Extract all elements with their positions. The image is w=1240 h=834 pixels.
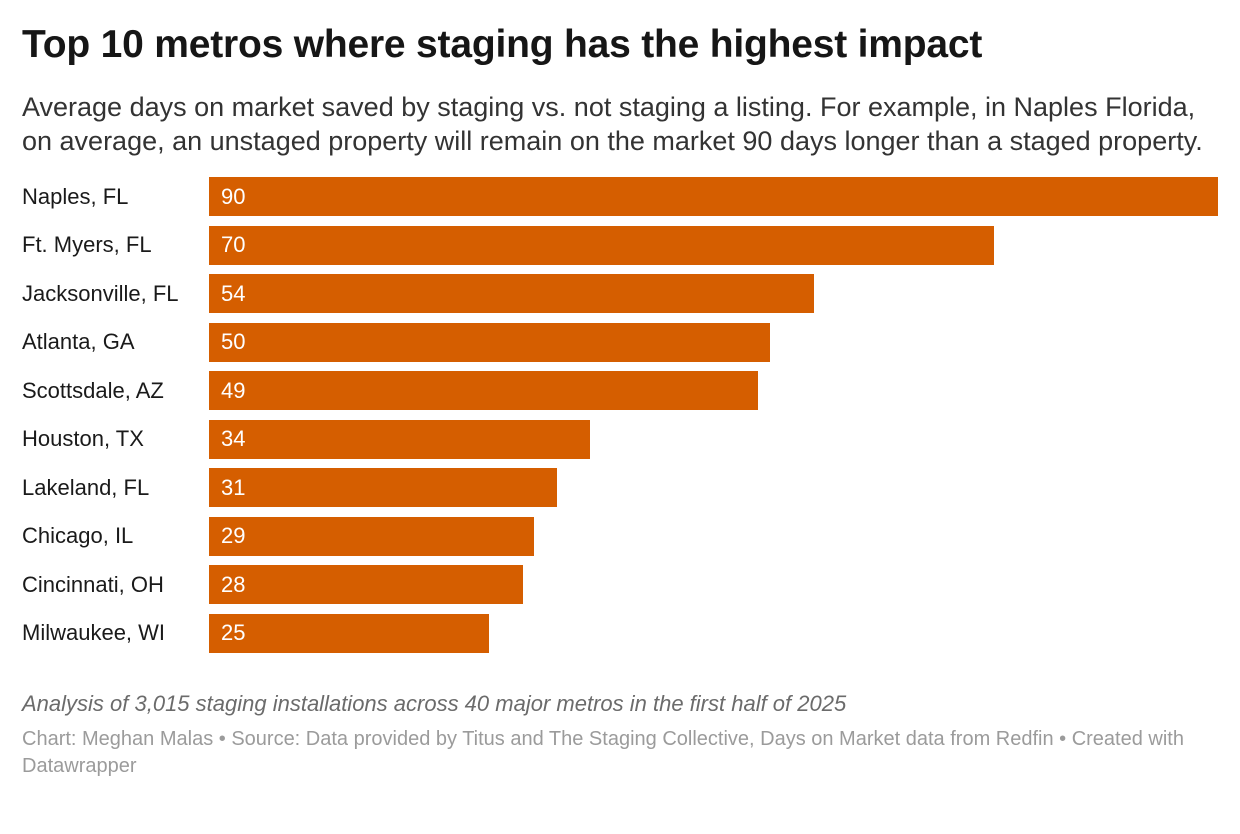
bar-track: 70 — [209, 225, 1218, 265]
bar-value-label: 25 — [221, 620, 246, 645]
bar[interactable]: 28 — [209, 565, 523, 604]
bar-track: 50 — [209, 322, 1218, 362]
bar-row: Jacksonville, FL 54 — [22, 274, 1218, 313]
bar[interactable]: 50 — [209, 322, 770, 362]
bar-value-label: 49 — [221, 377, 246, 403]
bar-value-label: 34 — [221, 426, 246, 451]
bar-row: Chicago, IL 29 — [22, 516, 1218, 556]
bar-row: Naples, FL 90 — [22, 177, 1218, 216]
bar[interactable]: 31 — [209, 468, 557, 507]
bar-value-label: 70 — [221, 232, 246, 257]
bar[interactable]: 25 — [209, 613, 490, 653]
bar[interactable]: 34 — [209, 419, 591, 459]
bar-value-label: 31 — [221, 474, 246, 500]
category-label: Ft. Myers, FL — [22, 232, 152, 257]
category-label: Scottsdale, AZ — [22, 377, 164, 403]
bar[interactable]: 70 — [209, 225, 994, 265]
bar-track: 29 — [209, 516, 1218, 556]
bar-row: Scottsdale, AZ 49 — [22, 371, 1218, 410]
category-label: Houston, TX — [22, 426, 144, 451]
category-label: Lakeland, FL — [22, 474, 150, 500]
bar-track: 54 — [209, 274, 1218, 313]
bar-value-label: 90 — [221, 183, 246, 209]
bar[interactable]: 29 — [209, 516, 535, 556]
bar-value-label: 28 — [221, 571, 246, 597]
bar-value-label: 54 — [221, 280, 246, 306]
page-title: Top 10 metros where staging has the high… — [22, 23, 983, 66]
bar[interactable]: 90 — [209, 177, 1218, 216]
bar-track: 25 — [209, 613, 1218, 653]
bar-row: Milwaukee, WI 25 — [22, 613, 1218, 653]
chart-subtitle: Average days on market saved by staging … — [22, 92, 1203, 156]
bar-chart: Naples, FL 90 Ft. Myers, FL 70 Jacksonville,… — [22, 177, 1218, 653]
category-label: Naples, FL — [22, 183, 129, 209]
category-label: Jacksonville, FL — [22, 280, 179, 306]
bar-value-label: 29 — [221, 523, 246, 548]
bar-row: Lakeland, FL 31 — [22, 468, 1218, 507]
bar-track: 31 — [209, 468, 1218, 507]
bar-track: 49 — [209, 371, 1218, 410]
bar-track: 34 — [209, 419, 1218, 459]
bar-row: Ft. Myers, FL 70 — [22, 225, 1218, 265]
category-label: Atlanta, GA — [22, 329, 135, 354]
category-label: Cincinnati, OH — [22, 571, 164, 597]
chart-note: Analysis of 3,015 staging installations … — [22, 690, 847, 716]
bar-row: Houston, TX 34 — [22, 419, 1218, 459]
category-label: Chicago, IL — [22, 523, 134, 548]
bar-track: 90 — [209, 177, 1218, 216]
bar-value-label: 50 — [221, 329, 246, 354]
category-label: Milwaukee, WI — [22, 620, 166, 645]
bar[interactable]: 49 — [209, 371, 759, 410]
bar-row: Atlanta, GA 50 — [22, 322, 1218, 362]
bar[interactable]: 54 — [209, 274, 815, 313]
bar-track: 28 — [209, 565, 1218, 604]
bar-row: Cincinnati, OH 28 — [22, 565, 1218, 604]
chart-credit: Chart: Meghan Malas • Source: Data provi… — [22, 727, 1184, 777]
